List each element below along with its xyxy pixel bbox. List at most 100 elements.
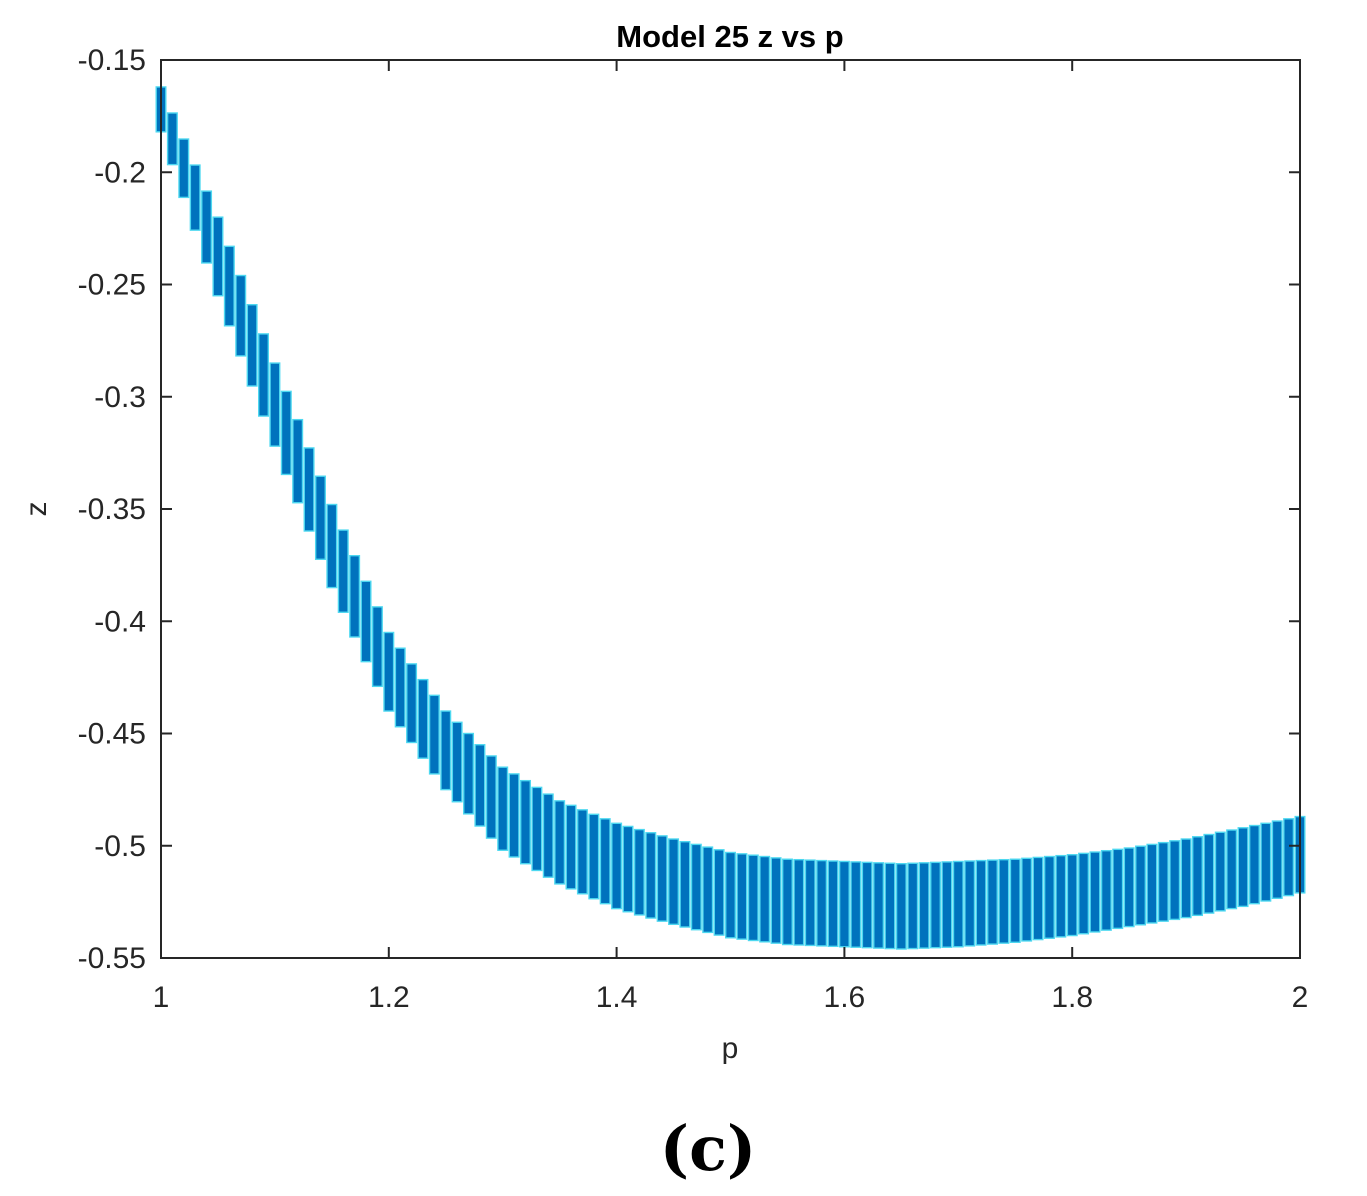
error-bar xyxy=(1009,858,1021,943)
error-bar xyxy=(781,858,793,946)
error-bar xyxy=(1248,824,1260,905)
error-bar xyxy=(1100,849,1112,931)
error-bar xyxy=(1066,854,1078,937)
error-bar xyxy=(930,861,942,949)
error-bar xyxy=(337,529,349,613)
error-bar xyxy=(1078,852,1090,935)
error-bar xyxy=(588,813,600,900)
x-tick-label: 1.2 xyxy=(368,981,410,1014)
error-bar xyxy=(1055,854,1067,938)
error-bar xyxy=(246,304,258,387)
error-bar xyxy=(1123,847,1135,928)
error-bar xyxy=(1021,857,1033,942)
error-bar xyxy=(747,854,759,942)
error-bar xyxy=(485,755,497,839)
error-bar xyxy=(223,245,235,327)
error-bar xyxy=(850,861,862,948)
error-bar xyxy=(292,418,304,504)
x-tick-label: 1.8 xyxy=(1051,981,1093,1014)
error-bar xyxy=(178,138,190,199)
error-bar xyxy=(1032,856,1044,941)
x-tick-label: 2 xyxy=(1292,981,1309,1014)
error-bar xyxy=(166,112,178,166)
error-bar xyxy=(519,779,531,865)
plot-area xyxy=(161,60,1300,958)
error-bar xyxy=(508,773,520,858)
error-bar xyxy=(371,606,383,688)
error-bar xyxy=(497,766,509,851)
y-tick-label: -0.5 xyxy=(94,830,146,863)
error-bar xyxy=(861,861,873,949)
error-bar xyxy=(1191,836,1203,917)
error-bar xyxy=(1260,822,1272,902)
y-tick-label: -0.3 xyxy=(94,381,146,414)
error-bar xyxy=(645,832,657,919)
error-bar xyxy=(269,362,281,447)
y-tick-label: -0.2 xyxy=(94,156,146,189)
error-bar xyxy=(827,860,839,948)
error-bar xyxy=(542,793,554,878)
error-bar xyxy=(884,862,896,950)
error-bar xyxy=(554,800,566,885)
x-tick-label: 1 xyxy=(153,981,170,1014)
error-bar xyxy=(360,580,372,663)
y-tick-label: -0.4 xyxy=(94,605,146,638)
error-bar xyxy=(326,503,338,589)
error-bar xyxy=(1214,831,1226,912)
error-bar xyxy=(668,838,680,926)
error-bars xyxy=(155,86,1306,950)
error-bar xyxy=(1180,838,1192,919)
error-bar xyxy=(793,858,805,946)
x-tick-label: 1.6 xyxy=(824,981,866,1014)
error-bar xyxy=(1135,845,1147,926)
error-bar xyxy=(656,835,668,922)
error-bar xyxy=(1203,833,1215,914)
error-bar xyxy=(816,859,828,947)
error-bar xyxy=(565,804,577,890)
error-bar xyxy=(394,647,406,728)
error-bar xyxy=(201,190,213,264)
error-bar xyxy=(576,809,588,895)
error-bar xyxy=(622,825,634,913)
error-bar xyxy=(599,818,611,905)
error-bar xyxy=(964,860,976,947)
error-bar xyxy=(280,390,292,476)
error-bar xyxy=(679,841,691,928)
error-bar xyxy=(463,732,475,815)
error-bar xyxy=(759,855,771,943)
error-bar xyxy=(303,447,315,532)
error-bar xyxy=(725,851,737,939)
y-tick-label: -0.35 xyxy=(78,493,146,526)
error-bar xyxy=(1089,851,1101,933)
panel-label: (c) xyxy=(660,1112,756,1185)
error-bar xyxy=(1112,848,1124,930)
x-tick-label: 1.4 xyxy=(596,981,638,1014)
y-tick-label: -0.45 xyxy=(78,718,146,751)
error-bar xyxy=(406,663,418,744)
error-bar xyxy=(531,786,543,872)
error-bar xyxy=(952,860,964,948)
x-axis-label: p xyxy=(722,1032,739,1065)
error-bar xyxy=(770,857,782,944)
error-bar xyxy=(633,828,645,916)
error-bar xyxy=(611,822,623,910)
error-bar xyxy=(1146,843,1158,924)
error-bar xyxy=(804,859,816,947)
y-tick-label: -0.25 xyxy=(78,269,146,302)
error-bar xyxy=(314,475,326,560)
error-bar xyxy=(998,858,1010,944)
chart-title: Model 25 z vs p xyxy=(616,19,843,54)
y-tick-label: -0.15 xyxy=(78,44,146,77)
error-bar xyxy=(258,333,270,417)
error-bar xyxy=(1271,820,1283,899)
error-bar xyxy=(1157,841,1169,922)
error-bar xyxy=(474,744,486,827)
error-bar xyxy=(713,849,725,936)
error-bar xyxy=(349,555,361,638)
y-axis-ticks: -0.15 -0.2 -0.25 -0.3 -0.35 -0.4 -0.45 -0.5 -0.5… xyxy=(78,44,1300,975)
error-bar xyxy=(1283,818,1295,897)
error-bar xyxy=(428,694,440,775)
error-bar xyxy=(417,678,429,759)
error-bar xyxy=(235,274,247,357)
